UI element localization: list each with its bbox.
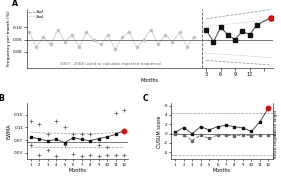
Point (96, 144, 101, 146)
Point (156, 43, 160, 46)
Point (105, 153, 109, 156)
Point (84, 31, 89, 34)
Point (71, 153, 76, 155)
Point (54, 155, 58, 158)
Point (99, 43, 103, 46)
Point (120, 36, 124, 38)
Text: A: A (12, 0, 18, 8)
Point (29, 120, 33, 122)
Point (269, 16, 274, 19)
Point (77, 45, 81, 48)
Point (88, 132, 92, 135)
Text: C: C (142, 93, 148, 103)
Point (122, 108, 126, 111)
Point (71, 132, 76, 135)
Y-axis label: EWMA: EWMA (6, 124, 11, 139)
Point (88, 153, 92, 156)
Point (48, 43, 53, 46)
Point (122, 154, 126, 157)
Point (63, 144, 67, 146)
Point (113, 48, 117, 51)
X-axis label: Months: Months (213, 168, 231, 173)
Point (29, 144, 33, 146)
Point (177, 31, 182, 34)
Point (134, 45, 139, 48)
Y-axis label: CUSUM score: CUSUM score (157, 115, 162, 147)
Point (91, 38, 96, 41)
Point (170, 41, 175, 43)
Point (54, 120, 58, 122)
Point (142, 38, 146, 41)
Point (185, 45, 189, 48)
Point (41, 36, 46, 38)
Point (46, 132, 50, 135)
Text: B: B (0, 93, 4, 103)
Point (266, 107, 271, 109)
Point (113, 153, 118, 156)
Point (63, 41, 67, 43)
Point (46, 149, 50, 152)
Point (56, 28, 60, 31)
Point (149, 28, 153, 31)
Point (34, 45, 38, 48)
Point (122, 129, 126, 132)
Point (96, 155, 101, 158)
Point (106, 33, 110, 36)
Point (70, 33, 74, 36)
X-axis label: Months: Months (69, 168, 87, 173)
Point (163, 33, 167, 36)
Point (127, 31, 132, 34)
Point (192, 36, 196, 38)
Point (113, 112, 118, 114)
Y-axis label: Frequency per month (%): Frequency per month (%) (7, 11, 12, 66)
Text: 2007 - 2008 (used to calculate expected frequency): 2007 - 2008 (used to calculate expected … (60, 62, 161, 66)
Point (80, 132, 84, 135)
Point (63, 126, 67, 129)
X-axis label: Months: Months (140, 78, 159, 83)
Legend: 3sd, 2sd: 3sd, 2sd (28, 10, 44, 19)
Point (37, 123, 42, 125)
Point (105, 145, 109, 148)
Point (37, 154, 42, 157)
Point (80, 155, 84, 158)
Point (27, 31, 31, 34)
